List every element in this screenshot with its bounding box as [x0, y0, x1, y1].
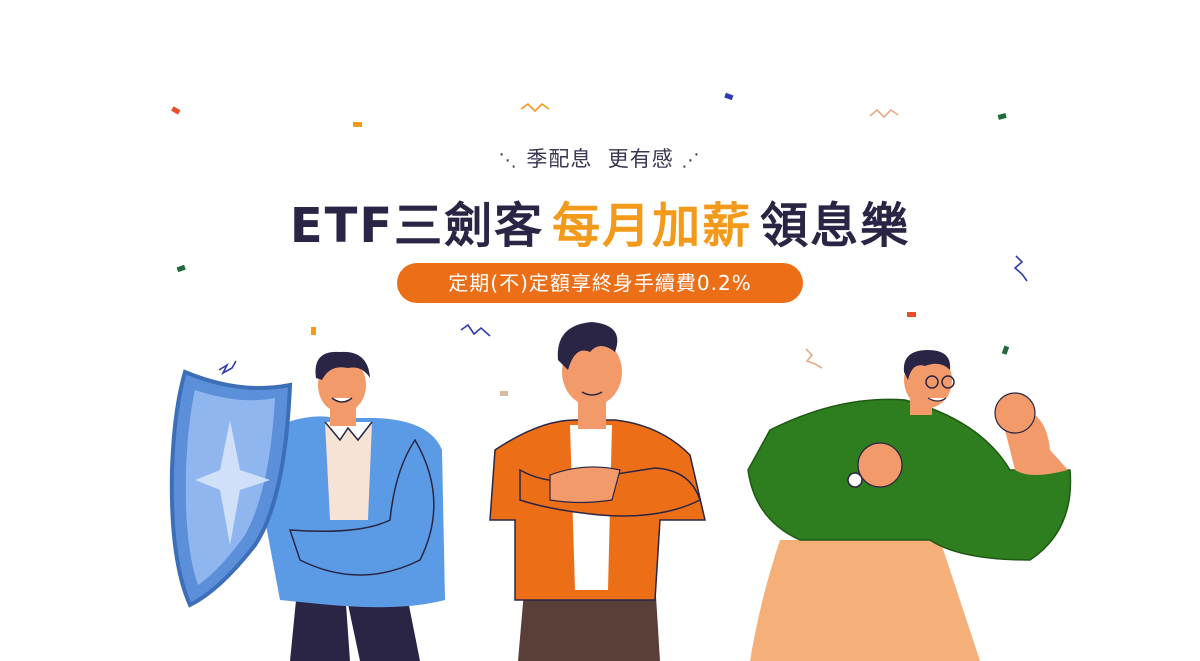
headline-suffix: 領息樂 — [760, 198, 911, 254]
tagline-text: 季配息 更有感 — [526, 147, 674, 171]
headline: ETF三劍客 每月加薪 領息樂 — [0, 186, 1200, 256]
tagline-right-dots: ⋰ — [681, 150, 702, 171]
tagline: ⋱ 季配息 更有感 ⋰ — [0, 143, 1200, 173]
tagline-left-dots: ⋱ — [498, 150, 527, 171]
figure-arms-crossed-man — [489, 322, 706, 661]
shield-icon — [169, 369, 293, 608]
promo-pill: 定期(不)定額享終身手續費0.2% — [397, 263, 803, 303]
headline-prefix: ETF三劍客 — [289, 198, 545, 254]
headline-highlight: 每月加薪 — [552, 198, 753, 254]
figure-shield-man — [169, 351, 445, 661]
figure-fists-man — [747, 350, 1072, 661]
